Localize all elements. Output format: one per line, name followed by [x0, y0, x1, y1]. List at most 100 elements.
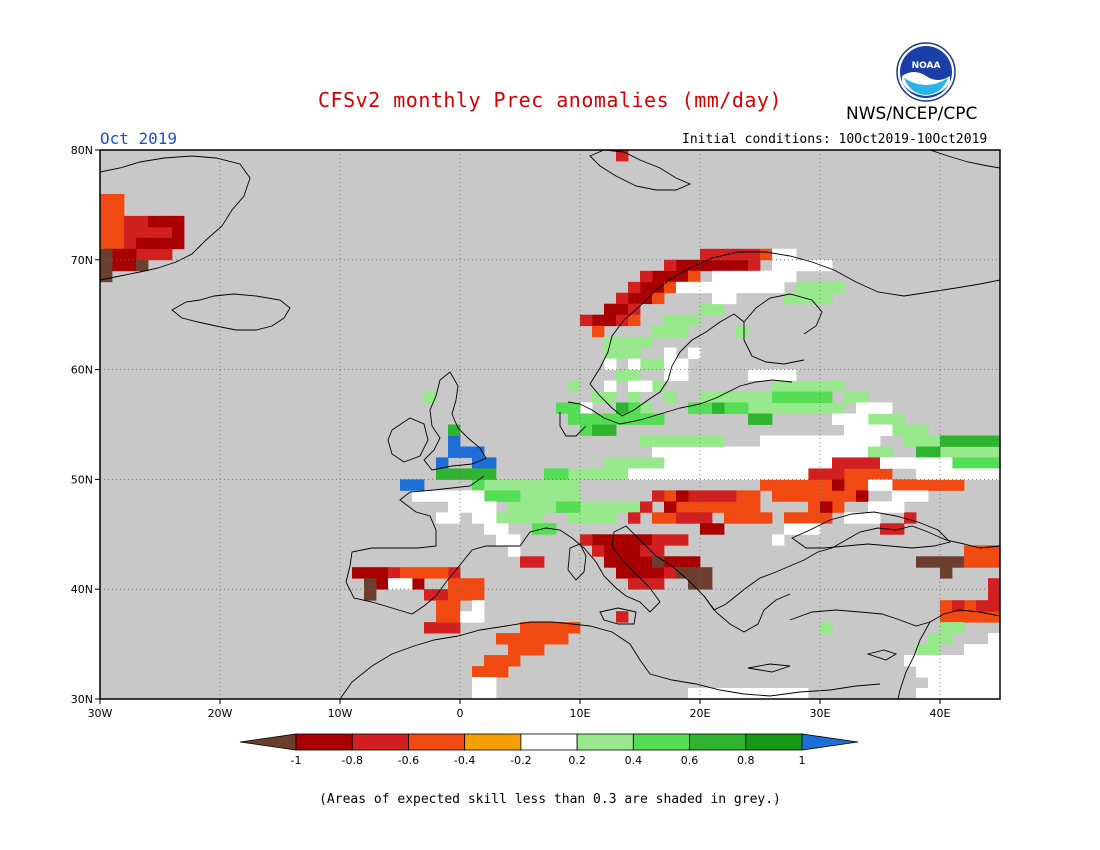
anomaly-cell [688, 468, 701, 480]
anomaly-cell [124, 237, 137, 250]
anomaly-cell [172, 237, 185, 250]
anomaly-cell [1000, 457, 1012, 468]
anomaly-cell [748, 270, 761, 283]
anomaly-cell [664, 314, 677, 327]
lon-tick-label: 10E [570, 707, 591, 720]
anomaly-cell [784, 259, 797, 272]
anomaly-cell [712, 281, 725, 294]
anomaly-cell [808, 281, 821, 294]
anomaly-cell [148, 248, 161, 261]
anomaly-cell [952, 600, 965, 612]
anomaly-cell [652, 380, 665, 392]
anomaly-cell [796, 292, 809, 305]
colorbar-segment [632, 733, 690, 751]
anomaly-cell [772, 259, 785, 272]
anomaly-cell [880, 479, 893, 491]
anomaly-cell [676, 270, 689, 283]
anomaly-cell [952, 446, 965, 458]
anomaly-cell [976, 611, 989, 623]
anomaly-cell [760, 413, 773, 425]
anomaly-cell [892, 457, 905, 469]
anomaly-cell [928, 655, 941, 667]
anomaly-cell [772, 490, 785, 502]
anomaly-cell [844, 457, 857, 469]
anomaly-cell [424, 567, 437, 579]
anomaly-cell [484, 655, 497, 667]
anomaly-cell [592, 468, 605, 480]
anomaly-cell [688, 501, 701, 513]
anomaly-cell [160, 248, 173, 261]
anomaly-cell [892, 413, 905, 425]
anomaly-cell [772, 446, 785, 458]
anomaly-cell [784, 391, 797, 403]
anomaly-cell [724, 259, 737, 272]
anomaly-cell [112, 215, 125, 228]
anomaly-cell [472, 589, 485, 601]
colorbar-tick-label: -0.6 [398, 754, 419, 767]
anomaly-cell [100, 237, 113, 250]
anomaly-cell [724, 248, 737, 261]
anomaly-cell [508, 490, 521, 502]
anomaly-cell [568, 512, 581, 524]
colorbar-tick-label: -0.8 [341, 754, 362, 767]
anomaly-cell [796, 391, 809, 403]
colorbar: -1 -0.8 -0.6 -0.4 -0.2 0.2 0.4 0.6 0.8 1 [239, 733, 859, 767]
anomaly-cell [784, 435, 797, 447]
anomaly-cell [772, 479, 785, 491]
anomaly-cell [988, 556, 1000, 568]
anomaly-cell [940, 435, 953, 447]
anomaly-cell [808, 446, 821, 458]
anomaly-cell [112, 226, 125, 239]
anomaly-cell [628, 391, 641, 403]
anomaly-cell [364, 578, 377, 590]
skill-footnote: (Areas of expected skill less than 0.3 a… [319, 792, 781, 807]
colorbar-tick-label: 0.4 [625, 754, 643, 767]
anomaly-cell [616, 413, 629, 425]
anomaly-cell [832, 468, 845, 480]
anomaly-cell [664, 358, 677, 370]
anomaly-cell [532, 633, 545, 645]
anomaly-cell [400, 578, 413, 590]
anomaly-cell [1000, 567, 1012, 578]
anomaly-cell [652, 534, 665, 546]
anomaly-cell [688, 556, 701, 568]
anomaly-cell [544, 468, 557, 480]
anomaly-cell [916, 666, 929, 678]
anomaly-cell [640, 358, 653, 370]
anomaly-cell [1000, 633, 1012, 644]
anomaly-cell [916, 479, 929, 491]
anomaly-cell [532, 512, 545, 524]
anomaly-cell [592, 534, 605, 546]
anomaly-cell [964, 655, 977, 667]
anomaly-cell [136, 226, 149, 239]
anomaly-cell [904, 435, 917, 447]
anomaly-cell [940, 655, 953, 667]
colorbar-segment [295, 733, 353, 751]
anomaly-cell [652, 325, 665, 338]
anomaly-cell [628, 567, 641, 579]
anomaly-cell [532, 490, 545, 502]
anomaly-cell [664, 567, 677, 579]
anomaly-cell [748, 457, 761, 469]
anomaly-cell [484, 688, 497, 699]
anomaly-cell [568, 413, 581, 425]
anomaly-cell [940, 600, 953, 612]
lon-tick-label: 20W [208, 707, 233, 720]
anomaly-cell [772, 369, 785, 381]
lon-tick-label: 20E [690, 707, 711, 720]
anomaly-cell [700, 578, 713, 590]
anomaly-cell [532, 523, 545, 535]
anomaly-cell [976, 688, 989, 699]
anomaly-cell [784, 270, 797, 283]
anomaly-cell [640, 534, 653, 546]
colorbar-segment [576, 733, 634, 751]
anomaly-cell [1000, 468, 1012, 479]
anomaly-cell [508, 644, 521, 656]
anomaly-cell [964, 611, 977, 623]
anomaly-cell [556, 402, 569, 414]
anomaly-cell [520, 512, 533, 524]
anomaly-cell [688, 512, 701, 524]
anomaly-cell [460, 490, 473, 502]
anomaly-cell [508, 534, 521, 546]
anomaly-cell [784, 479, 797, 491]
